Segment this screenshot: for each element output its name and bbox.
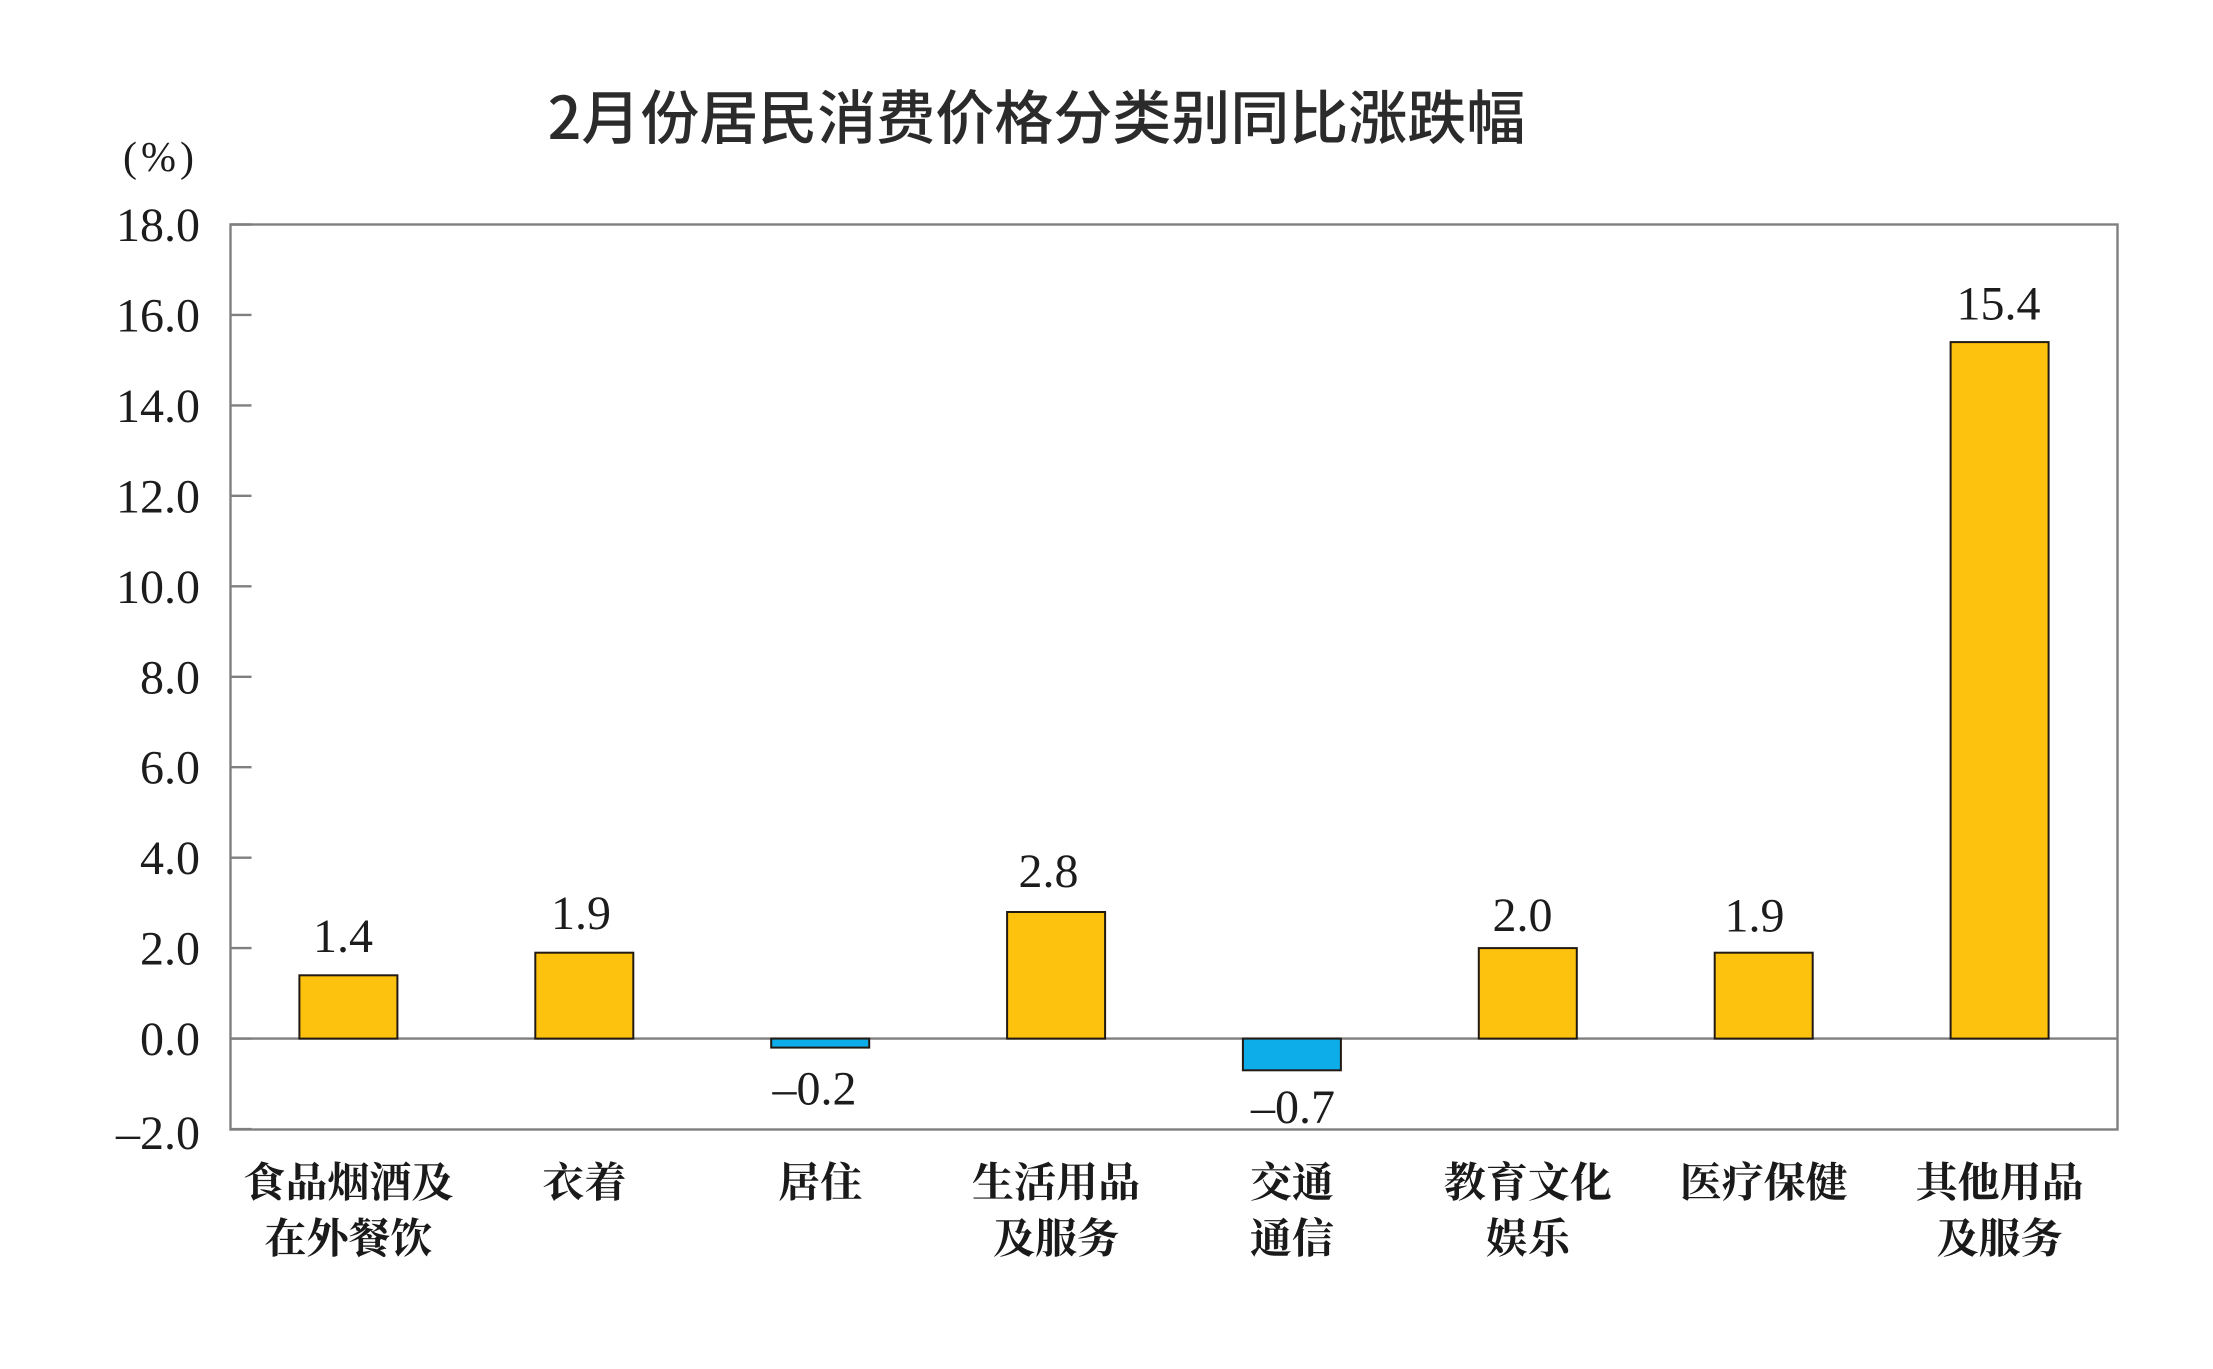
- svg-text:18.0: 18.0: [116, 199, 200, 252]
- svg-text:1.4: 1.4: [313, 910, 373, 963]
- svg-text:10.0: 10.0: [116, 561, 200, 614]
- svg-text:4.0: 4.0: [140, 832, 200, 885]
- svg-text:–2.0: –2.0: [115, 1107, 200, 1160]
- svg-text:14.0: 14.0: [116, 380, 200, 433]
- svg-text:1.9: 1.9: [551, 887, 611, 940]
- svg-text:(%): (%): [123, 135, 198, 181]
- svg-text:2.0: 2.0: [140, 923, 200, 976]
- svg-text:1.9: 1.9: [1725, 890, 1785, 943]
- svg-text:8.0: 8.0: [140, 651, 200, 704]
- svg-text:12.0: 12.0: [116, 470, 200, 523]
- svg-text:6.0: 6.0: [140, 742, 200, 795]
- svg-text:2.0: 2.0: [1493, 889, 1553, 942]
- svg-text:–0.7: –0.7: [1250, 1081, 1335, 1134]
- svg-text:2.8: 2.8: [1019, 845, 1079, 898]
- svg-text:–0.2: –0.2: [772, 1063, 857, 1116]
- svg-text:16.0: 16.0: [116, 289, 200, 342]
- svg-text:0.0: 0.0: [140, 1013, 200, 1066]
- svg-text:15.4: 15.4: [1957, 278, 2041, 331]
